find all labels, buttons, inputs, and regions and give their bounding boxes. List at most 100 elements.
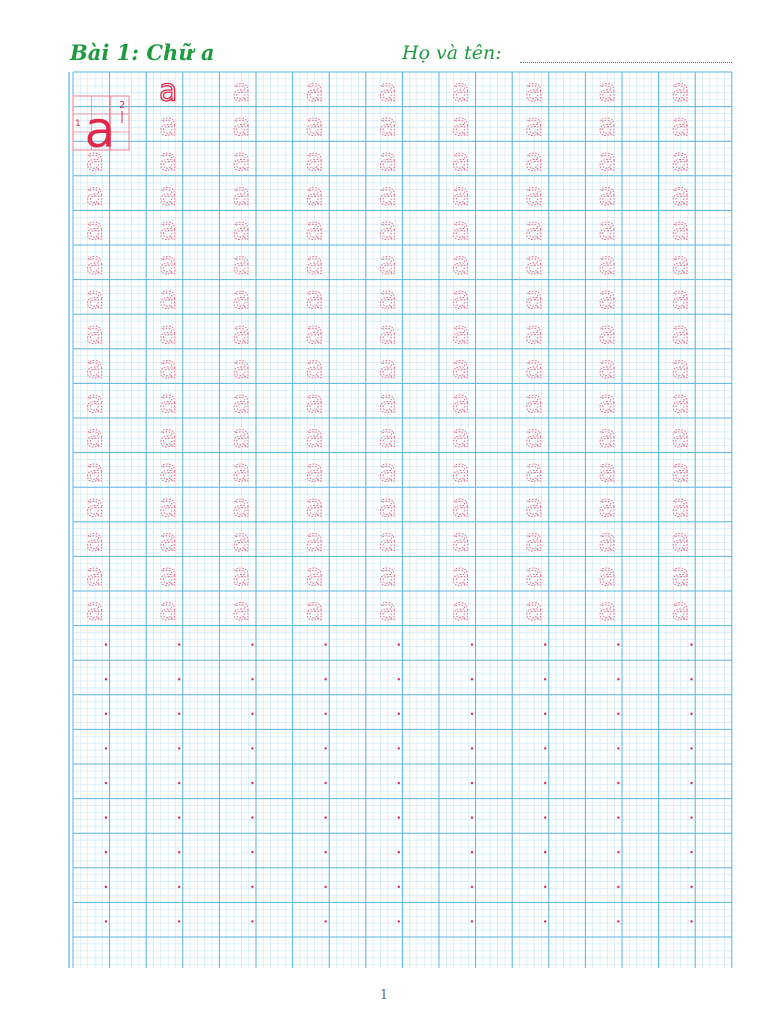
trace-letter: a <box>232 385 250 420</box>
start-dot <box>690 851 693 854</box>
start-dot <box>544 747 547 750</box>
trace-letter: a <box>232 523 250 558</box>
trace-letter: a <box>452 385 470 420</box>
trace-letter: a <box>525 281 543 316</box>
trace-letter: a <box>598 177 616 212</box>
trace-letter: a <box>159 420 177 455</box>
trace-letter: a <box>598 350 616 385</box>
trace-letter: a <box>671 593 689 628</box>
trace-letter: a <box>379 212 397 247</box>
trace-letter: a <box>525 247 543 282</box>
trace-letter: a <box>159 593 177 628</box>
trace-letter: a <box>86 454 104 489</box>
trace-letter: a <box>525 385 543 420</box>
trace-letter: a <box>379 558 397 593</box>
start-dot <box>470 816 474 819</box>
trace-letter: a <box>379 143 397 178</box>
trace-letter: a <box>525 316 543 351</box>
trace-letter: a <box>598 454 616 489</box>
start-dot <box>324 816 327 819</box>
trace-letter: a <box>305 316 323 351</box>
trace-letter: a <box>452 108 470 143</box>
stroke-number-1: 1 <box>75 119 81 129</box>
page-number: 1 <box>379 988 389 1003</box>
start-dot <box>397 885 400 889</box>
start-dot <box>104 678 108 681</box>
start-dot <box>251 851 254 854</box>
start-dot <box>178 851 181 854</box>
start-dot <box>690 920 693 923</box>
trace-letter: a <box>232 489 250 524</box>
start-dot <box>617 851 620 854</box>
trace-letter: a <box>525 74 543 109</box>
trace-letter: a <box>598 74 616 109</box>
name-input-line[interactable] <box>520 62 732 63</box>
trace-letter: a <box>232 74 250 109</box>
start-dot <box>324 851 327 854</box>
trace-letter: a <box>525 212 543 247</box>
trace-letter: a <box>232 420 250 455</box>
trace-letter: a <box>379 108 397 143</box>
trace-letter: a <box>305 247 323 282</box>
start-dot <box>397 851 400 854</box>
trace-letter: a <box>232 281 250 316</box>
trace-letter: a <box>671 350 689 385</box>
trace-letter: a <box>232 593 250 628</box>
trace-letter: a <box>452 212 470 247</box>
trace-letter: a <box>452 420 470 455</box>
trace-letter: a <box>305 108 323 143</box>
start-dot <box>617 678 620 681</box>
trace-letter: a <box>452 247 470 282</box>
lesson-title: Bài 1: Chữ a <box>70 40 215 65</box>
trace-letter: a <box>379 593 397 628</box>
trace-letter: a <box>452 281 470 316</box>
trace-letter: a <box>159 385 177 420</box>
trace-letter: a <box>598 593 616 628</box>
start-dot <box>251 678 254 681</box>
start-dot <box>178 885 181 889</box>
start-dot <box>397 643 400 646</box>
trace-letter: a <box>305 74 323 109</box>
trace-letter: a <box>452 74 470 109</box>
trace-letter: a <box>598 523 616 558</box>
trace-letter: a <box>598 212 616 247</box>
trace-letter: a <box>452 177 470 212</box>
trace-letter: a <box>671 523 689 558</box>
start-dot <box>324 920 327 923</box>
start-dot <box>178 816 181 819</box>
start-dot <box>178 920 181 923</box>
start-dot <box>324 747 327 750</box>
trace-letter: a <box>86 593 104 628</box>
trace-letter: a <box>305 420 323 455</box>
start-dot <box>104 816 108 819</box>
trace-letter: a <box>159 489 177 524</box>
trace-letter: a <box>525 177 543 212</box>
start-dot <box>324 678 327 681</box>
trace-letter: a <box>598 108 616 143</box>
trace-letter: a <box>671 558 689 593</box>
trace-letter: a <box>525 108 543 143</box>
start-dot <box>251 643 254 646</box>
trace-letter: a <box>525 454 543 489</box>
trace-letter: a <box>232 350 250 385</box>
start-dot <box>690 712 693 716</box>
trace-letter: a <box>598 558 616 593</box>
start-dot <box>397 781 400 785</box>
trace-letter: a <box>159 523 177 558</box>
start-dot <box>104 781 108 785</box>
start-dot <box>178 747 181 750</box>
trace-letter: a <box>379 177 397 212</box>
model-letter-large: a <box>85 101 116 159</box>
start-dot <box>470 851 474 854</box>
start-dot <box>470 781 474 785</box>
start-dot <box>470 643 474 646</box>
trace-letter: a <box>159 350 177 385</box>
trace-letter: a <box>452 489 470 524</box>
trace-letter: a <box>452 523 470 558</box>
trace-letter: a <box>159 212 177 247</box>
trace-letter: a <box>379 74 397 109</box>
trace-letter: a <box>452 316 470 351</box>
start-dot <box>251 816 254 819</box>
trace-letter: a <box>525 593 543 628</box>
trace-letter: a <box>598 316 616 351</box>
